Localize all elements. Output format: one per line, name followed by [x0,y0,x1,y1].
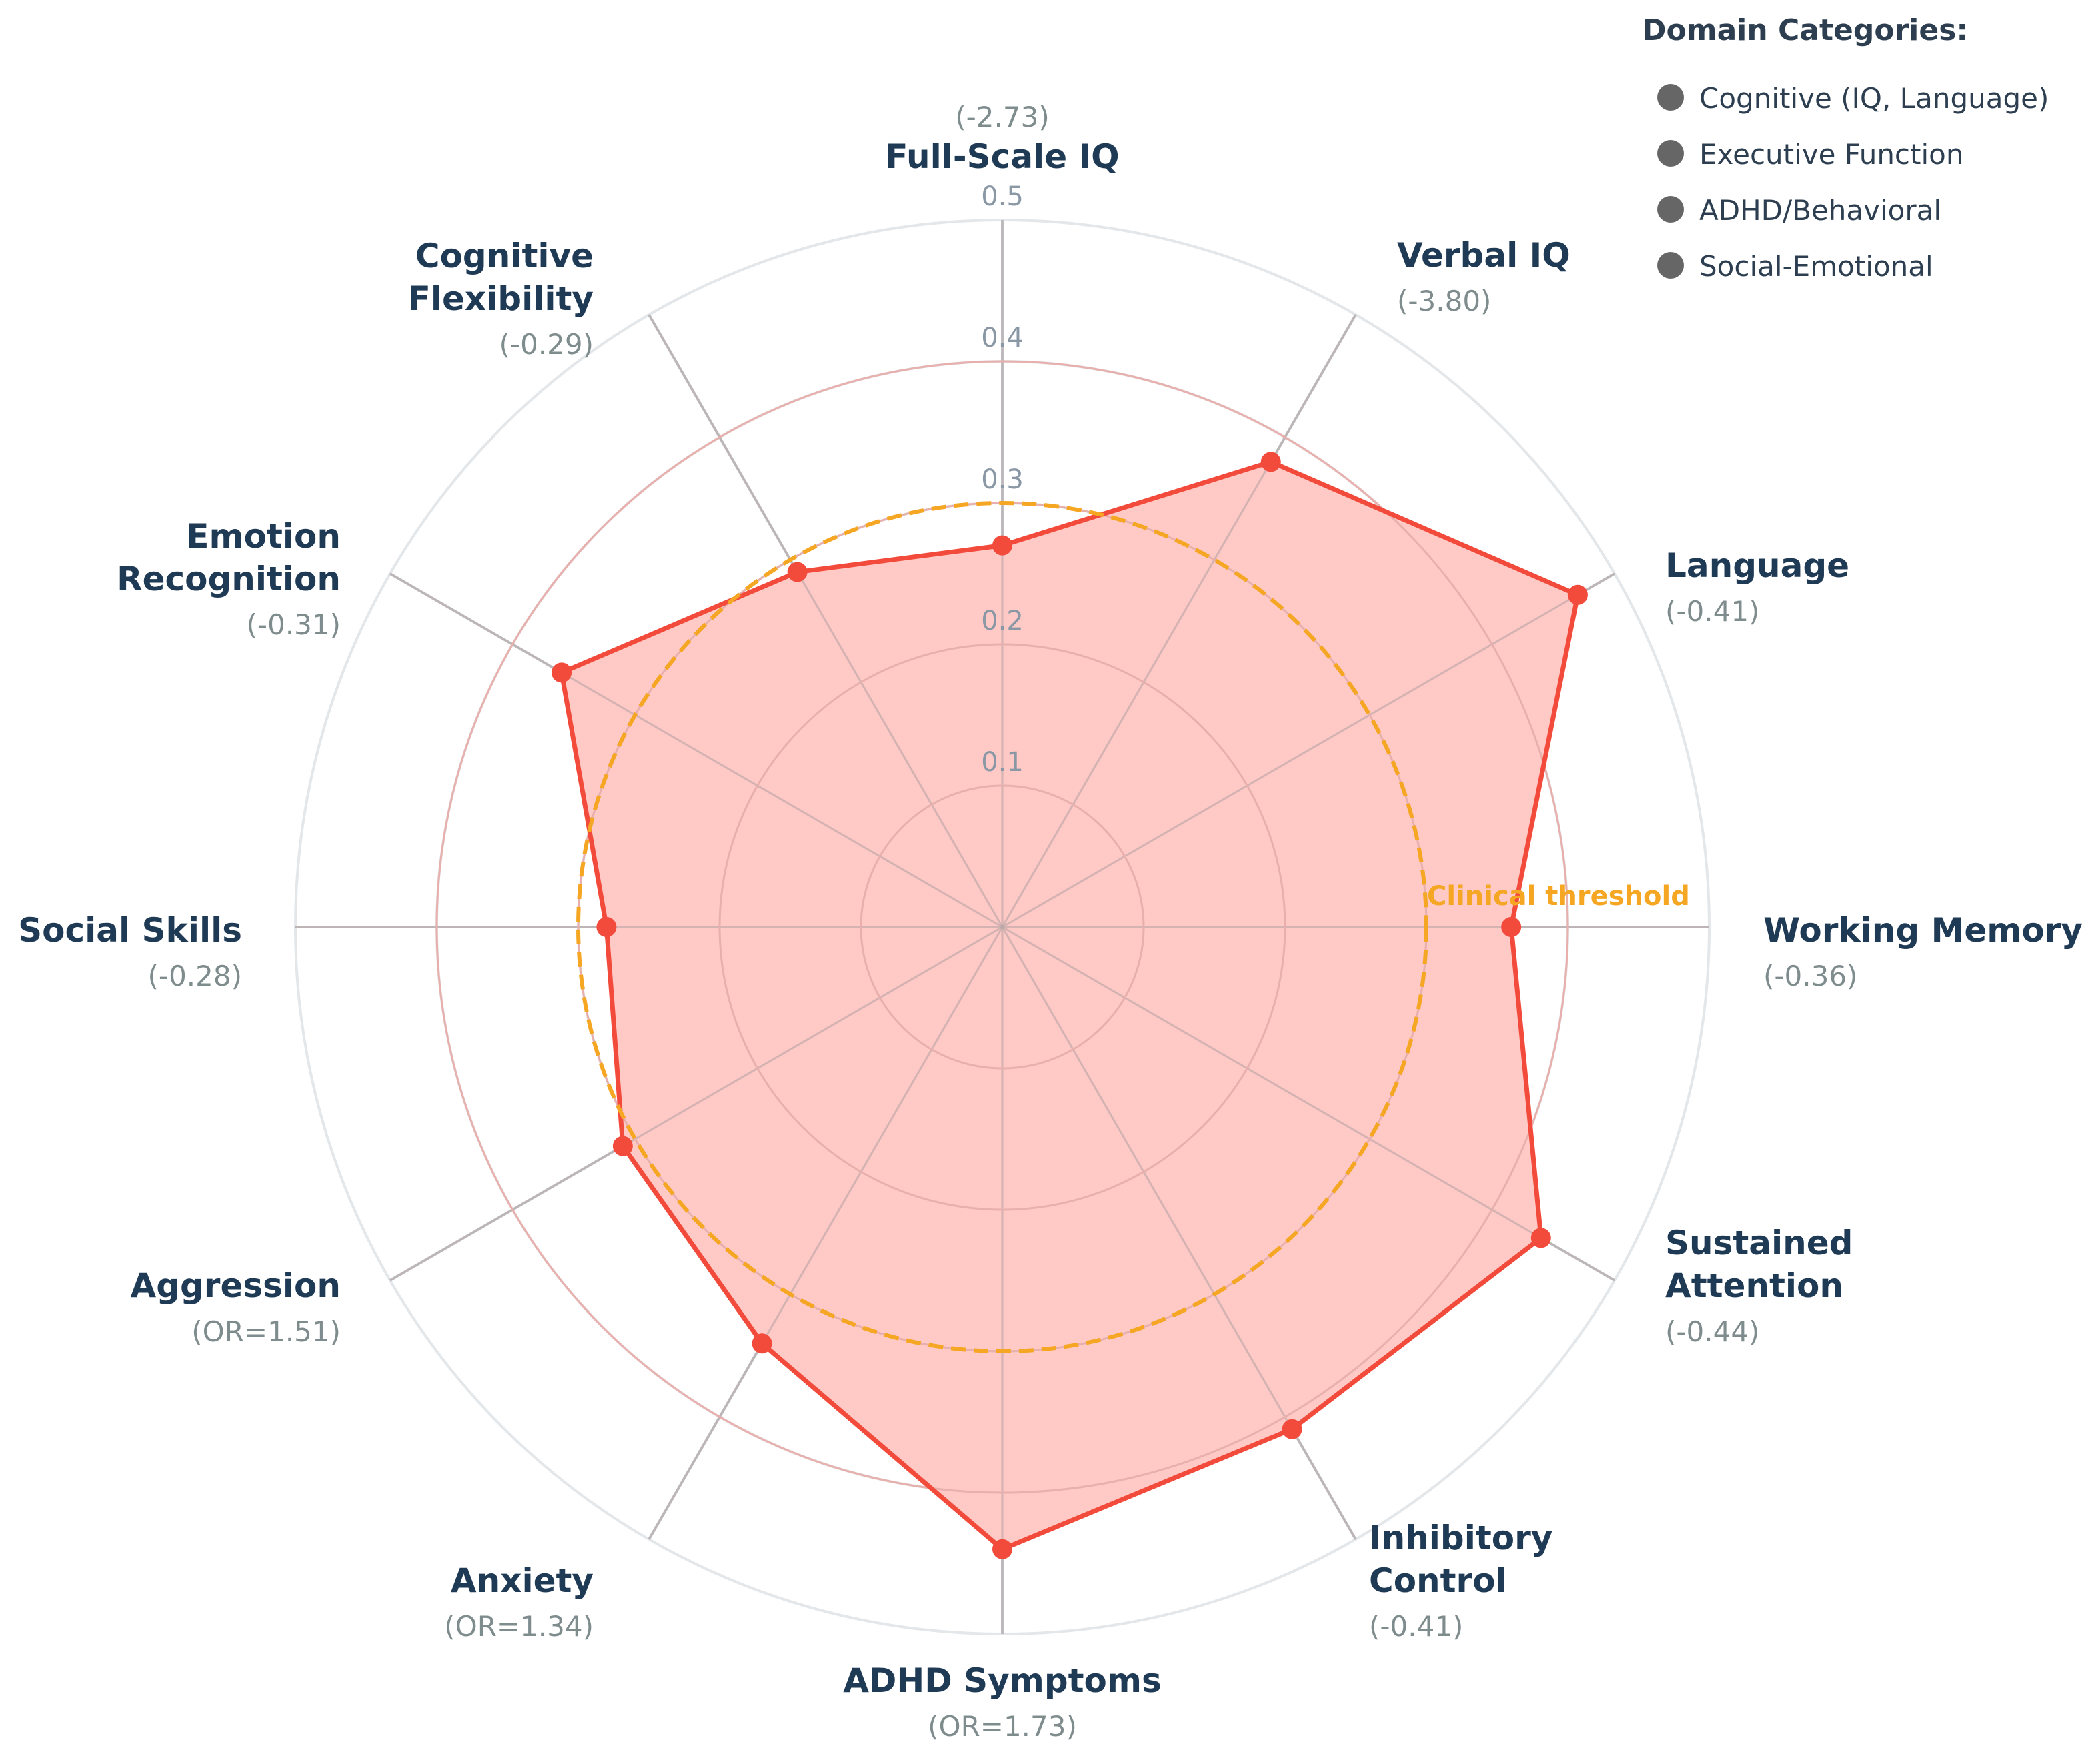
grid-spoke-overlay [389,572,1003,928]
axis-label-12: Cognitive Flexibility (-0.29) [408,237,594,361]
axis-name: Verbal IQ [1397,236,1570,275]
tick-label-3: 0.3 [981,464,1024,495]
data-point-3 [1567,584,1588,605]
axis-label-1: (-2.73) Full-Scale IQ [885,101,1119,176]
data-point-12 [787,562,808,582]
axis-name: Working Memory [1763,911,2083,950]
legend-marker-3 [1657,196,1684,223]
grid-ring-overlay [435,360,1569,1494]
radar-series [295,220,1709,1634]
axis-name: Anxiety [451,1561,594,1600]
axis-label-10: Social Skills (-0.28) [18,911,242,992]
data-point-8 [752,1333,772,1354]
axis-name: Language [1665,546,1849,585]
axis-label-11: Emotion Recognition (-0.31) [117,517,341,641]
grid-spoke-overlay [1002,572,1615,928]
legend-item-3: ADHD/Behavioral [1699,194,1941,227]
axis-label-2: Verbal IQ (-3.80) [1397,236,1570,317]
legend-title: Domain Categories: [1642,13,1968,47]
axis-name: Social Skills [18,911,242,950]
grid-spoke-overlay [1002,926,1615,1282]
axis-sub-label: (-0.44) [1665,1315,1759,1348]
data-point-9 [612,1136,633,1156]
axis-name: Inhibitory [1369,1519,1552,1557]
axis-label-5: Sustained Attention (-0.44) [1665,1224,1853,1348]
axis-sub-label: (-0.28) [148,960,242,992]
axis-sub-label: (-0.31) [247,608,341,641]
axis-name: Attention [1665,1266,1843,1305]
axis-name: Sustained [1665,1224,1853,1262]
legend-item-4: Social-Emotional [1699,250,1933,283]
legend-marker-2 [1657,140,1684,167]
axis-name: Emotion [186,517,341,556]
axis-sub-label: (-2.73) [955,101,1049,133]
axis-label-4: Working Memory (-0.36) [1763,911,2083,992]
axis-name: Cognitive [415,237,594,275]
legend: Domain Categories: Cognitive (IQ, Langua… [1642,13,2049,283]
data-point-2 [1260,452,1281,472]
axis-sub-label: (-3.80) [1397,285,1491,317]
threshold-circle [576,501,1428,1353]
tick-label-1: 0.1 [981,747,1024,778]
tick-label-4: 0.4 [981,323,1024,353]
legend-marker-1 [1657,84,1684,111]
axis-sub-label: (OR=1.51) [191,1315,341,1348]
data-point-5 [1530,1228,1551,1248]
axis-label-3: Language (-0.41) [1665,546,1849,628]
axis-name: ADHD Symptoms [843,1661,1162,1700]
radial-ticks: 0.1 0.2 0.3 0.4 0.5 [981,181,1024,778]
legend-item-1: Cognitive (IQ, Language) [1699,82,2049,115]
axis-label-8: Anxiety (OR=1.34) [444,1561,594,1643]
axis-name: Aggression [131,1266,341,1305]
axis-labels: (-2.73) Full-Scale IQ Verbal IQ (-3.80) Lang… [18,101,2083,1743]
legend-item-2: Executive Function [1699,138,1963,171]
grid-spoke-overlay [389,926,1003,1282]
axis-label-6: Inhibitory Control (-0.41) [1369,1519,1552,1643]
data-point-1 [992,535,1012,556]
axis-sub-label: (-0.41) [1369,1610,1463,1643]
axis-label-9: Aggression (OR=1.51) [131,1266,341,1348]
grid-spoke-overlay [1001,314,1357,928]
legend-marker-4 [1657,252,1684,279]
axis-sub-label: (OR=1.34) [444,1610,594,1643]
grid-spoke-overlay [648,314,1004,928]
axis-sub-label: (-0.41) [1665,595,1759,628]
data-point-4 [1501,917,1522,937]
axis-name: Recognition [117,560,341,598]
grid-spoke-overlay [648,926,1004,1540]
threshold-label: Clinical threshold [1427,881,1690,912]
axis-name: Flexibility [408,279,594,318]
axis-name: Full-Scale IQ [885,137,1119,176]
axis-sub-label: (-0.29) [499,328,594,361]
grid-ring-overlay [718,643,1286,1211]
data-point-7 [992,1539,1012,1559]
data-point-6 [1282,1419,1302,1439]
grid-ring-overlay [860,784,1145,1070]
data-point-10 [596,917,617,937]
series-area [562,462,1578,1549]
axis-name: Control [1369,1561,1507,1600]
axis-label-7: ADHD Symptoms (OR=1.73) [843,1661,1162,1743]
tick-label-2: 0.2 [981,606,1024,636]
threshold-ring: Clinical threshold [576,501,1690,1353]
tick-label-5: 0.5 [981,181,1024,212]
data-point-11 [552,662,572,683]
axis-sub-label: (OR=1.73) [928,1710,1077,1743]
axis-sub-label: (-0.36) [1763,960,1857,992]
